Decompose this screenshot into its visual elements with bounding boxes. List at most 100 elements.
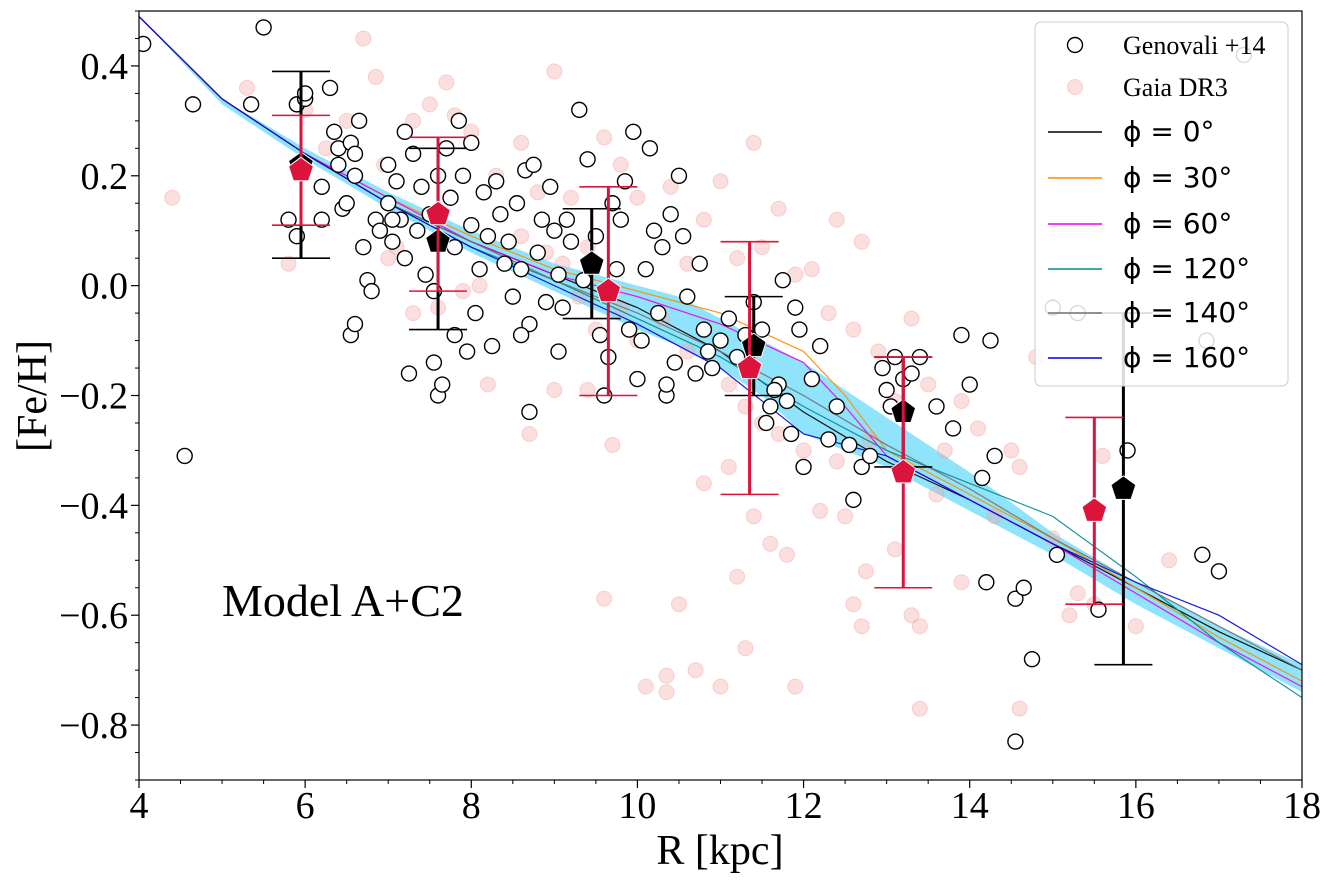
genovali-point <box>828 398 845 415</box>
x-tick-label: 6 <box>296 785 315 827</box>
genovali-point <box>355 238 372 256</box>
gaia-point <box>1161 552 1178 569</box>
model-spread-band <box>139 16 1302 693</box>
genovali-point <box>662 206 679 223</box>
gaia-point <box>828 211 845 228</box>
genovali-point <box>409 222 426 239</box>
gaia-point <box>637 678 654 695</box>
genovali-point <box>504 288 522 305</box>
genovali-point <box>874 359 891 377</box>
gaia-bin-marker <box>425 200 451 226</box>
genovali-point <box>1023 650 1041 668</box>
gaia-point <box>238 79 255 96</box>
x-axis: 4 6 8 10 12 14 16 18 <box>130 780 1321 827</box>
genovali-point <box>404 145 422 163</box>
genovali-point <box>629 370 646 388</box>
genovali-point <box>475 184 492 201</box>
genovali-point <box>434 376 451 393</box>
genovali-point <box>1015 579 1032 596</box>
genovali-point <box>442 189 459 206</box>
genovali-bin-marker <box>578 250 605 275</box>
genovali-point <box>845 491 862 509</box>
genovali-point <box>699 343 717 360</box>
genovali-point <box>396 249 414 267</box>
x-tick-label: 10 <box>618 785 656 827</box>
genovali-bin-marker <box>1110 475 1137 500</box>
genovali-point <box>533 211 551 228</box>
gaia-point <box>853 618 870 635</box>
gaia-point <box>853 233 870 250</box>
genovali-point <box>820 431 837 448</box>
genovali-point <box>454 167 472 184</box>
gaia-point <box>546 63 563 80</box>
model-annotation: Model A+C2 <box>222 575 464 626</box>
genovali-point <box>961 376 978 393</box>
genovali-bin-marker <box>740 332 767 358</box>
genovali-point <box>338 195 355 212</box>
genovali-point <box>811 337 829 355</box>
genovali-point <box>616 173 634 190</box>
gaia-point <box>596 590 613 607</box>
gaia-point <box>803 261 820 278</box>
gaia-point <box>513 134 530 151</box>
gaia-point <box>471 277 488 294</box>
genovali-point <box>496 255 513 272</box>
gaia-point <box>546 382 563 399</box>
x-tick-label: 4 <box>130 785 149 827</box>
genovali-point <box>774 271 792 289</box>
gaia-point <box>729 250 746 267</box>
gaia-bin-marker <box>736 354 763 380</box>
genovali-point <box>1194 546 1211 563</box>
genovali-point <box>757 414 775 432</box>
genovali-point <box>313 211 330 228</box>
genovali-point <box>903 365 920 382</box>
gaia-point <box>745 508 762 525</box>
gaia-point <box>953 574 970 591</box>
genovali-point <box>782 425 800 443</box>
genovali-point <box>537 293 555 311</box>
genovali-point <box>550 266 567 283</box>
gaia-point <box>812 502 829 519</box>
genovali-point <box>458 343 476 360</box>
genovali-point <box>380 195 397 212</box>
genovali-point <box>139 35 152 53</box>
genovali-point <box>242 96 260 113</box>
genovali-point <box>787 299 804 316</box>
gaia-point <box>662 178 679 195</box>
genovali-point <box>1007 733 1024 750</box>
genovali-point <box>521 403 538 421</box>
legend-label-genovali: Genovali +14 <box>1123 31 1265 60</box>
genovali-point <box>388 173 405 190</box>
genovali-point <box>1090 601 1107 618</box>
gaia-point <box>367 68 384 85</box>
legend-label-phi160: ϕ = 160° <box>1123 341 1250 374</box>
genovali-point <box>1048 546 1066 563</box>
y-tick-label: −0.2 <box>59 376 128 418</box>
genovali-point <box>363 282 380 300</box>
gaia-point <box>886 541 903 558</box>
gaia-point <box>845 596 862 613</box>
gaia-point <box>920 376 937 393</box>
genovali-point <box>766 381 783 399</box>
genovali-point <box>417 266 434 283</box>
gaia-point <box>712 173 729 190</box>
genovali-point <box>413 178 430 195</box>
legend-label-phi140: ϕ = 140° <box>1123 296 1250 329</box>
genovali-point <box>579 151 596 168</box>
gaia-point <box>604 436 621 453</box>
gaia-point <box>911 700 928 717</box>
genovali-point <box>492 206 509 223</box>
genovali-point <box>791 321 808 338</box>
gaia-bin-marker <box>288 156 314 182</box>
gaia-point <box>936 442 953 459</box>
genovali-point <box>463 217 480 234</box>
gaia-point <box>787 678 804 695</box>
genovali-point <box>691 255 708 272</box>
genovali-point <box>346 145 364 163</box>
genovali-point <box>666 354 684 371</box>
gaia-point <box>695 211 712 228</box>
genovali-point <box>591 326 609 344</box>
genovali-point <box>795 458 812 476</box>
gaia-bin-marker <box>890 458 917 484</box>
